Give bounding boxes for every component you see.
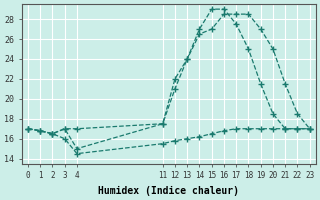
X-axis label: Humidex (Indice chaleur): Humidex (Indice chaleur) bbox=[98, 186, 239, 196]
